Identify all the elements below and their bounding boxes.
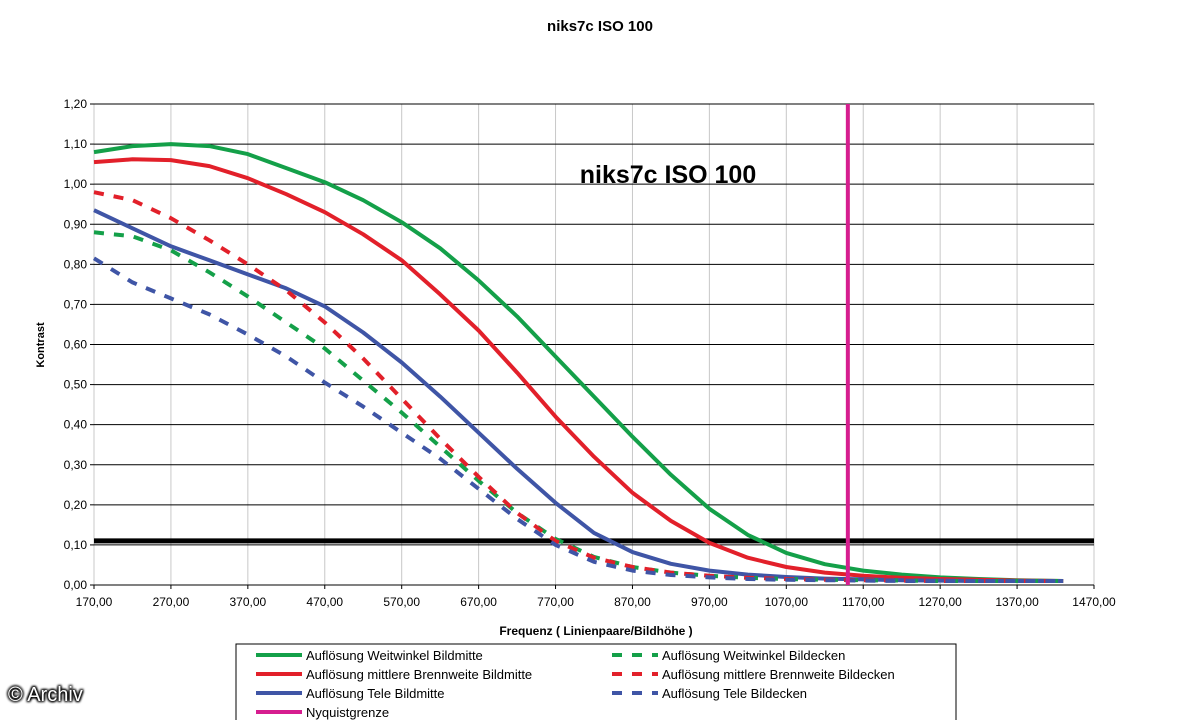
legend-label: Auflösung Weitwinkel Bildmitte — [306, 648, 483, 663]
series-line — [92, 256, 1064, 583]
x-tick-label: 270,00 — [153, 595, 190, 609]
x-tick-label: 870,00 — [614, 595, 651, 609]
axis-layer: 0,00 0,10 0,20 0,30 0,40 0,50 0,60 0,70 0,80 0,90… — [64, 97, 1116, 609]
y-tick-label: 1,00 — [64, 177, 88, 191]
legend-label: Auflösung Weitwinkel Bildecken — [662, 648, 845, 663]
x-tick-label: 1070,00 — [765, 595, 809, 609]
y-tick-label: 1,20 — [64, 97, 88, 111]
legend-label: Auflösung mittlere Brennweite Bildecken — [662, 667, 895, 682]
x-tick-label: 570,00 — [383, 595, 420, 609]
series-line — [93, 157, 1064, 583]
x-tick-label: 370,00 — [229, 595, 266, 609]
series-line — [93, 190, 1064, 583]
x-axis-label: Frequenz ( Linienpaare/Bildhöhe ) — [499, 624, 692, 638]
x-tick-label: 1170,00 — [842, 595, 885, 609]
x-tick-label: 970,00 — [691, 595, 728, 609]
inner-chart-title: niks7c ISO 100 — [580, 161, 757, 189]
y-tick-label: 0,80 — [64, 257, 88, 271]
x-tick-label: 470,00 — [306, 595, 343, 609]
series-line — [93, 142, 1064, 583]
watermark-text: © Archiv — [8, 684, 83, 706]
series-layer — [92, 104, 1094, 585]
x-tick-label: 770,00 — [537, 595, 574, 609]
y-tick-label: 1,10 — [64, 137, 88, 151]
y-tick-label: 0,50 — [64, 378, 88, 392]
x-tick-label: 1370,00 — [995, 595, 1039, 609]
x-tick-label: 170,00 — [76, 595, 113, 609]
legend-box — [235, 643, 957, 725]
y-axis-label: Kontrast — [35, 322, 47, 368]
legend-label: Auflösung Tele Bildecken — [662, 686, 807, 701]
y-tick-label: 0,30 — [64, 458, 88, 472]
x-tick-label: 1470,00 — [1072, 595, 1116, 609]
x-tick-label: 670,00 — [460, 595, 497, 609]
y-tick-label: 0,20 — [64, 498, 88, 512]
y-tick-label: 0,40 — [64, 418, 88, 432]
legend: Auflösung Weitwinkel Bildmitte Auflösung … — [235, 643, 957, 725]
legend-label: Auflösung Tele Bildmitte — [306, 686, 445, 701]
y-tick-label: 0,00 — [64, 578, 88, 592]
legend-label: Nyquistgrenze — [306, 705, 389, 720]
chart-title: niks7c ISO 100 — [547, 18, 653, 35]
y-tick-label: 0,90 — [64, 217, 88, 231]
y-tick-label: 0,60 — [64, 338, 88, 352]
x-tick-label: 1270,00 — [918, 595, 962, 609]
y-tick-label: 0,10 — [64, 538, 88, 552]
y-tick-label: 0,70 — [64, 297, 88, 311]
legend-label: Auflösung mittlere Brennweite Bildmitte — [306, 667, 532, 682]
